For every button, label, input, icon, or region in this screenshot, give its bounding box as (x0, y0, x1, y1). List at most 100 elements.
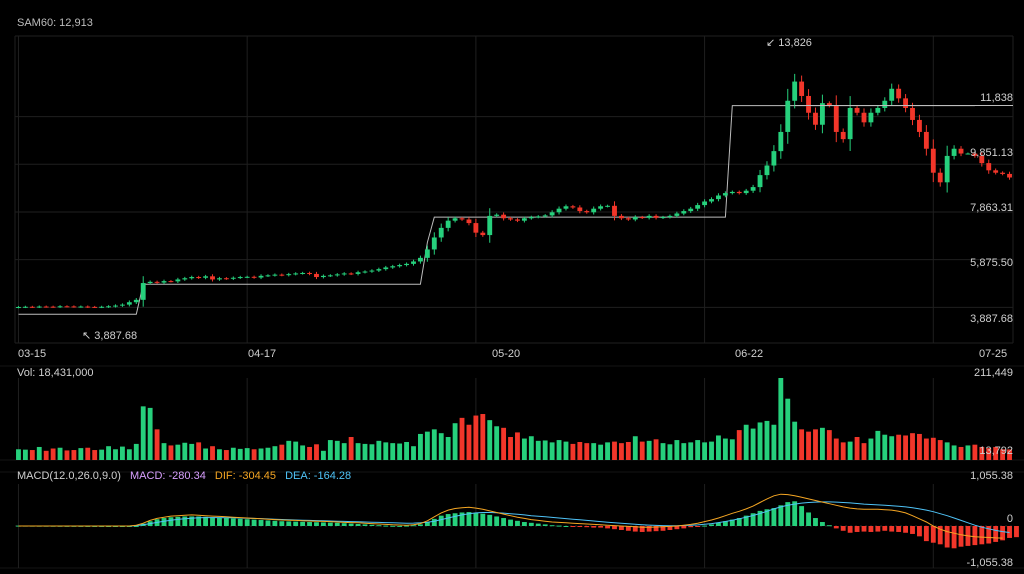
candle (203, 276, 209, 278)
volume-bar (251, 449, 257, 460)
sam60-label: SAM60: 12,913 (17, 17, 93, 29)
candle (736, 191, 742, 194)
candle (618, 215, 624, 219)
volume-bar (625, 441, 631, 460)
candle (833, 105, 839, 132)
candle (903, 98, 909, 108)
candle (501, 214, 507, 219)
volume-bar (840, 442, 846, 460)
volume-bar (944, 442, 950, 460)
volume-bar (237, 448, 243, 460)
candle (438, 227, 444, 238)
macd-hist-bar (445, 514, 451, 526)
volume-bar (466, 424, 472, 460)
candle (22, 306, 28, 308)
volume-max-label: 211,449 (974, 367, 1013, 379)
candle (542, 215, 548, 217)
volume-bar (182, 442, 188, 460)
candle (688, 208, 694, 212)
volume-bar (431, 429, 437, 460)
macd-hist-bar (535, 523, 541, 526)
volume-bar (639, 441, 645, 460)
volume-bar (445, 437, 451, 460)
macd-hist-bar (591, 526, 597, 528)
volume-bar (438, 433, 444, 460)
candle (1000, 172, 1006, 174)
candle (722, 193, 728, 196)
macd-hist-bar (542, 524, 548, 526)
volume-bar (78, 448, 84, 460)
volume-bar (85, 447, 91, 460)
macd-hist-bar (930, 526, 936, 543)
volume-bar (667, 444, 673, 460)
candle (383, 267, 389, 270)
macd-hist-bar (251, 519, 257, 526)
volume-bar (757, 422, 763, 460)
macd-hist-bar (688, 526, 694, 528)
candle (168, 281, 174, 283)
macd-hist-bar (785, 502, 791, 526)
candle (119, 304, 125, 306)
volume-bar (376, 440, 382, 460)
candle (639, 217, 645, 219)
macd-hist-bar (806, 512, 811, 526)
candle (327, 275, 333, 277)
volume-bar (217, 449, 222, 460)
candle (126, 302, 132, 305)
macd-hist-bar (341, 523, 347, 526)
volume-bar (653, 439, 659, 460)
candle (528, 217, 534, 219)
macd-hist-bar (584, 526, 590, 528)
volume-bar (833, 438, 839, 460)
volume-bar (903, 435, 909, 460)
macd-hist-bar (438, 515, 444, 526)
macd-hist-bar (508, 519, 513, 526)
macd-hist-bar (813, 518, 818, 526)
macd-legend: MACD(12.0,26.0,9.0) MACD: -280.34 DIF: -… (17, 470, 357, 482)
macd-hist-bar (314, 522, 319, 526)
candle (99, 306, 105, 308)
volume-bar (930, 437, 936, 460)
macd-hist-bar (369, 524, 375, 526)
x-tick-label: 06-22 (735, 348, 764, 360)
volume-bar (521, 438, 527, 460)
candle (466, 219, 472, 224)
candle (286, 274, 292, 276)
volume-bar (591, 443, 597, 460)
macd-hist-bar (695, 526, 701, 527)
candle (993, 170, 999, 173)
macd-hist-bar (404, 525, 410, 527)
macd-hist-bar (993, 526, 999, 542)
volume-bar (348, 437, 354, 460)
candle (660, 217, 666, 219)
volume-bar (549, 442, 555, 460)
candle (605, 205, 610, 207)
dif-line (18, 493, 1003, 539)
candle (175, 279, 181, 282)
volume-bar (362, 443, 368, 460)
volume-bar (923, 438, 929, 460)
macd-hist-bar (903, 526, 909, 533)
macd-hist-bar (750, 513, 756, 526)
candle (861, 112, 867, 123)
volume-bar (910, 433, 915, 460)
candle (16, 307, 21, 309)
volume-bar (743, 424, 749, 460)
volume-bar (826, 430, 832, 460)
macd-hist-bar (528, 522, 534, 526)
candle (29, 306, 35, 308)
volume-bar (480, 414, 486, 460)
candle (674, 213, 680, 216)
x-tick-label: 07-25 (979, 348, 1008, 360)
macd-hist-bar (681, 526, 687, 529)
volume-bar (210, 446, 215, 460)
macd-hist-bar (1014, 526, 1019, 538)
macd-hist-bar (923, 526, 929, 542)
macd-hist-bar (972, 526, 978, 546)
volume-bar (244, 448, 250, 460)
candle (702, 201, 708, 206)
volume-bar (126, 449, 132, 460)
volume-bar (674, 440, 680, 460)
candle (279, 274, 285, 276)
volume-bar (896, 434, 902, 460)
